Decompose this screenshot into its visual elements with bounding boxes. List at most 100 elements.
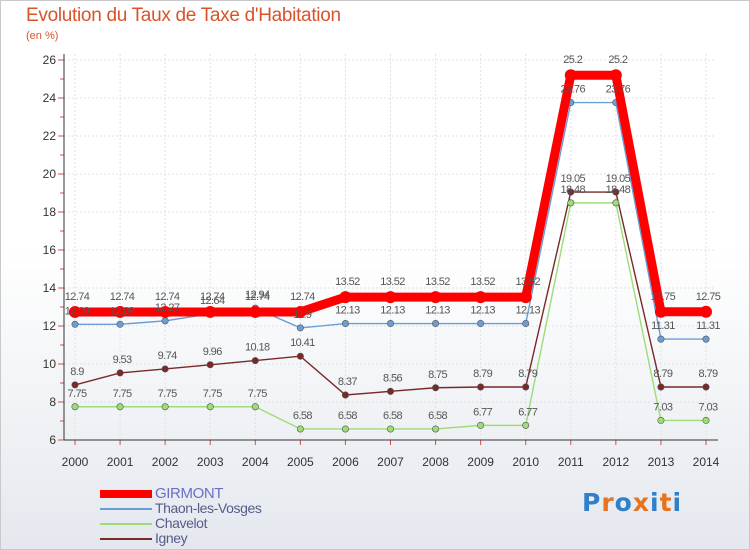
point-chavelot <box>116 403 124 411</box>
data-label-chavelot: 18.48 <box>606 184 631 196</box>
point-thaon <box>71 320 79 328</box>
point-chavelot <box>702 416 710 424</box>
data-label-thaon: 11.31 <box>696 320 720 332</box>
point-chavelot <box>522 421 530 429</box>
legend-swatch-chavelot <box>100 523 152 525</box>
data-label-thaon: 12.13 <box>470 305 495 317</box>
data-label-thaon: 12.09 <box>65 305 90 317</box>
point-chavelot <box>567 199 575 207</box>
data-label-girmont: 13.52 <box>425 276 450 288</box>
data-label-chavelot: 7.75 <box>158 388 177 400</box>
point-girmont <box>474 291 487 304</box>
point-chavelot <box>341 425 349 433</box>
legend-label-thaon: Thaon-les-Vosges <box>155 500 262 516</box>
data-label-girmont: 12.75 <box>651 291 676 303</box>
data-label-chavelot: 6.77 <box>518 406 537 418</box>
point-girmont <box>564 69 577 82</box>
data-label-igney: 9.74 <box>158 350 177 362</box>
series <box>69 69 712 433</box>
data-label-girmont: 12.74 <box>155 291 180 303</box>
point-chavelot <box>612 199 620 207</box>
point-girmont <box>249 305 262 318</box>
x-tick-label: 2010 <box>512 455 539 469</box>
point-girmont <box>294 305 307 318</box>
data-label-igney: 9.96 <box>203 346 222 358</box>
data-label-girmont: 12.74 <box>65 291 90 303</box>
x-tick-label: 2004 <box>242 455 269 469</box>
point-igney <box>657 383 665 391</box>
logo-letter: r <box>601 488 615 517</box>
point-girmont <box>519 291 532 304</box>
logo-letter: o <box>614 488 633 517</box>
legend-swatch-thaon <box>100 508 152 510</box>
point-girmont <box>609 69 622 82</box>
point-thaon <box>341 320 349 328</box>
x-tick-label: 2006 <box>332 455 359 469</box>
point-thaon <box>296 324 304 332</box>
logo-letter: t <box>659 488 673 517</box>
x-tick-label: 2012 <box>603 455 630 469</box>
y-tick-label: 6 <box>49 433 56 447</box>
point-igney <box>386 387 394 395</box>
data-label-girmont: 13.52 <box>470 276 495 288</box>
data-label-chavelot: 7.03 <box>653 401 672 413</box>
data-label-girmont: 13.52 <box>515 276 540 288</box>
legend-item-girmont: GIRMONT <box>100 485 340 502</box>
legend-label-igney: Igney <box>155 530 188 546</box>
point-igney <box>206 361 214 369</box>
x-tick-label: 2013 <box>648 455 675 469</box>
data-label-chavelot: 6.58 <box>428 410 447 422</box>
point-chavelot <box>161 403 169 411</box>
point-igney <box>251 357 259 365</box>
data-label-girmont: 12.75 <box>696 291 721 303</box>
legend-swatch-girmont <box>100 490 152 498</box>
y-tick-label: 26 <box>43 53 57 67</box>
data-label-girmont: 13.52 <box>335 276 360 288</box>
data-labels: 12.74 12.74 12.74 12.74 12.74 12.74 13.52 13.52… <box>65 54 722 422</box>
data-label-chavelot: 7.75 <box>203 388 222 400</box>
data-label-thaon: 12.09 <box>110 305 135 317</box>
point-girmont <box>429 291 442 304</box>
x-tick-label: 2003 <box>197 455 224 469</box>
point-igney <box>567 188 575 196</box>
x-tick-label: 2000 <box>62 455 89 469</box>
point-thaon <box>702 335 710 343</box>
point-igney <box>432 384 440 392</box>
point-girmont <box>204 305 217 318</box>
data-label-thaon: 12.27 <box>155 302 180 314</box>
data-label-girmont: 12.74 <box>200 291 225 303</box>
data-label-chavelot: 6.58 <box>293 410 312 422</box>
y-tick-label: 22 <box>43 129 57 143</box>
data-label-thaon: 23.76 <box>561 84 586 96</box>
point-chavelot <box>386 425 394 433</box>
data-label-chavelot: 6.58 <box>383 410 402 422</box>
y-axis-unit: (en %) <box>26 30 59 42</box>
y-tick-label: 16 <box>43 243 57 257</box>
data-label-thaon: 12.13 <box>425 305 450 317</box>
y-tick-label: 12 <box>43 319 57 333</box>
data-label-girmont: 12.74 <box>290 291 315 303</box>
data-label-chavelot: 6.77 <box>473 406 492 418</box>
data-label-chavelot: 7.75 <box>248 388 267 400</box>
point-igney <box>296 352 304 360</box>
point-thaon <box>522 320 530 328</box>
data-label-thaon: 12.13 <box>335 305 360 317</box>
point-girmont <box>114 305 127 318</box>
logo-letter: P <box>582 488 602 517</box>
legend-swatch-igney <box>100 538 152 540</box>
chart-title: Evolution du Taux de Taxe d'Habitation <box>26 5 341 26</box>
point-igney <box>702 383 710 391</box>
point-thaon <box>657 335 665 343</box>
point-igney <box>341 391 349 399</box>
point-girmont <box>339 291 352 304</box>
data-label-thaon: 11.9 <box>293 309 312 321</box>
point-girmont <box>700 305 712 318</box>
point-thaon <box>477 320 485 328</box>
data-label-girmont: 12.74 <box>245 291 270 303</box>
data-label-igney: 8.79 <box>473 368 492 380</box>
point-thaon <box>432 320 440 328</box>
axes: 6 8 10 12 14 16 18 20 22 24 26 2000 2001 2002 2003 2004… <box>43 53 720 469</box>
data-label-igney: 9.53 <box>113 354 132 366</box>
y-tick-label: 14 <box>43 281 57 295</box>
